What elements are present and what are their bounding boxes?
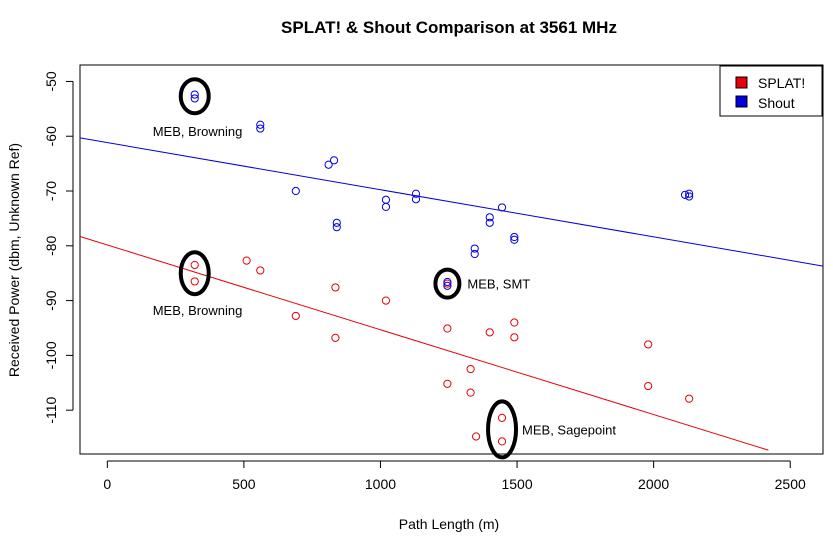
fit-line-splat — [79, 236, 769, 451]
legend-swatch-splat — [735, 76, 748, 89]
y-tick-label: -110 — [43, 396, 59, 423]
splat-point — [190, 277, 199, 286]
annotation-label: MEB, SMT — [467, 277, 530, 292]
highlight-ellipse — [178, 77, 211, 116]
x-tick-label: 1000 — [365, 476, 396, 492]
shout-point — [411, 189, 421, 198]
legend-label-shout: Shout — [758, 95, 795, 111]
shout-point — [685, 192, 694, 201]
shout-point — [332, 218, 341, 227]
splat-point — [190, 260, 199, 270]
shout-point — [470, 249, 479, 259]
legend-swatch-shout — [735, 95, 748, 108]
shout-point — [332, 223, 341, 232]
shout-point — [443, 281, 452, 290]
splat-point — [466, 364, 475, 374]
legend-label-splat: SPLAT! — [758, 75, 805, 91]
annotation-label: MEB, Browning — [153, 124, 243, 139]
splat-point — [331, 283, 340, 292]
splat-point — [466, 388, 475, 397]
legend-box — [719, 65, 823, 117]
highlight-ellipse — [433, 267, 462, 300]
splat-point — [485, 328, 494, 337]
shout-point — [485, 218, 494, 227]
y-axis-title: Received Power (dbm, Unknown Ref) — [6, 143, 22, 377]
splat-point — [443, 379, 452, 388]
splat-point — [644, 340, 653, 349]
x-axis: 0 500 1000 1500 2000 2500 — [103, 460, 806, 492]
legend: SPLAT! Shout — [719, 65, 823, 117]
splat-point — [510, 318, 519, 327]
plot-frame — [79, 64, 824, 455]
shout-point — [381, 195, 391, 204]
chart-title: SPLAT! & Shout Comparison at 3561 MHz — [281, 18, 617, 37]
y-tick-label: -60 — [43, 126, 59, 146]
annotation-label: MEB, Browning — [153, 303, 243, 318]
splat-point — [331, 333, 340, 342]
regression-lines — [79, 137, 824, 451]
splat-point — [685, 394, 694, 403]
x-tick-label: 0 — [103, 476, 111, 492]
shout-point — [685, 189, 694, 198]
shout-point — [411, 195, 421, 204]
x-tick-label: 2500 — [775, 476, 806, 492]
splat-point — [510, 333, 519, 342]
shout-point — [256, 124, 265, 133]
shout-point — [329, 156, 339, 165]
y-tick-label: -90 — [43, 290, 59, 310]
fit-line-shout — [79, 137, 824, 267]
y-axis: -50 -60 -70 -80 -90 -100 -110 — [43, 71, 74, 424]
splat-point — [497, 437, 507, 446]
shout-point — [470, 244, 479, 253]
x-tick-label: 1500 — [501, 476, 532, 492]
splat-point — [256, 266, 265, 275]
shout-point — [510, 232, 519, 242]
x-axis-title: Path Length (m) — [399, 516, 499, 532]
splat-point — [644, 381, 653, 391]
shout-point — [485, 213, 494, 222]
splat-point — [443, 324, 452, 333]
data-points — [190, 90, 694, 446]
highlight-ellipse — [178, 250, 211, 297]
x-tick-label: 500 — [232, 476, 256, 492]
shout-point — [324, 160, 333, 169]
shout-point — [190, 94, 199, 103]
splat-point — [497, 413, 507, 422]
shout-point — [497, 203, 507, 212]
annotations: MEB, Browning MEB, Browning MEB, SMT MEB, S… — [153, 77, 616, 460]
splat-point — [471, 432, 481, 441]
y-tick-label: -70 — [43, 181, 59, 201]
splat-point — [381, 296, 391, 305]
splat-point — [242, 256, 251, 265]
x-tick-label: 2000 — [638, 476, 669, 492]
annotation-label: MEB, Sagepoint — [522, 422, 616, 437]
shout-point — [680, 190, 690, 199]
shout-point — [291, 186, 300, 196]
shout-point — [510, 235, 519, 244]
highlight-ellipse — [486, 399, 519, 460]
y-tick-label: -100 — [43, 341, 59, 369]
splat-point — [291, 311, 300, 321]
shout-point — [381, 202, 391, 212]
shout-point — [256, 120, 265, 129]
y-tick-label: -50 — [43, 71, 59, 91]
shout-point — [443, 277, 452, 287]
shout-point — [190, 90, 199, 99]
y-tick-label: -80 — [43, 235, 59, 255]
